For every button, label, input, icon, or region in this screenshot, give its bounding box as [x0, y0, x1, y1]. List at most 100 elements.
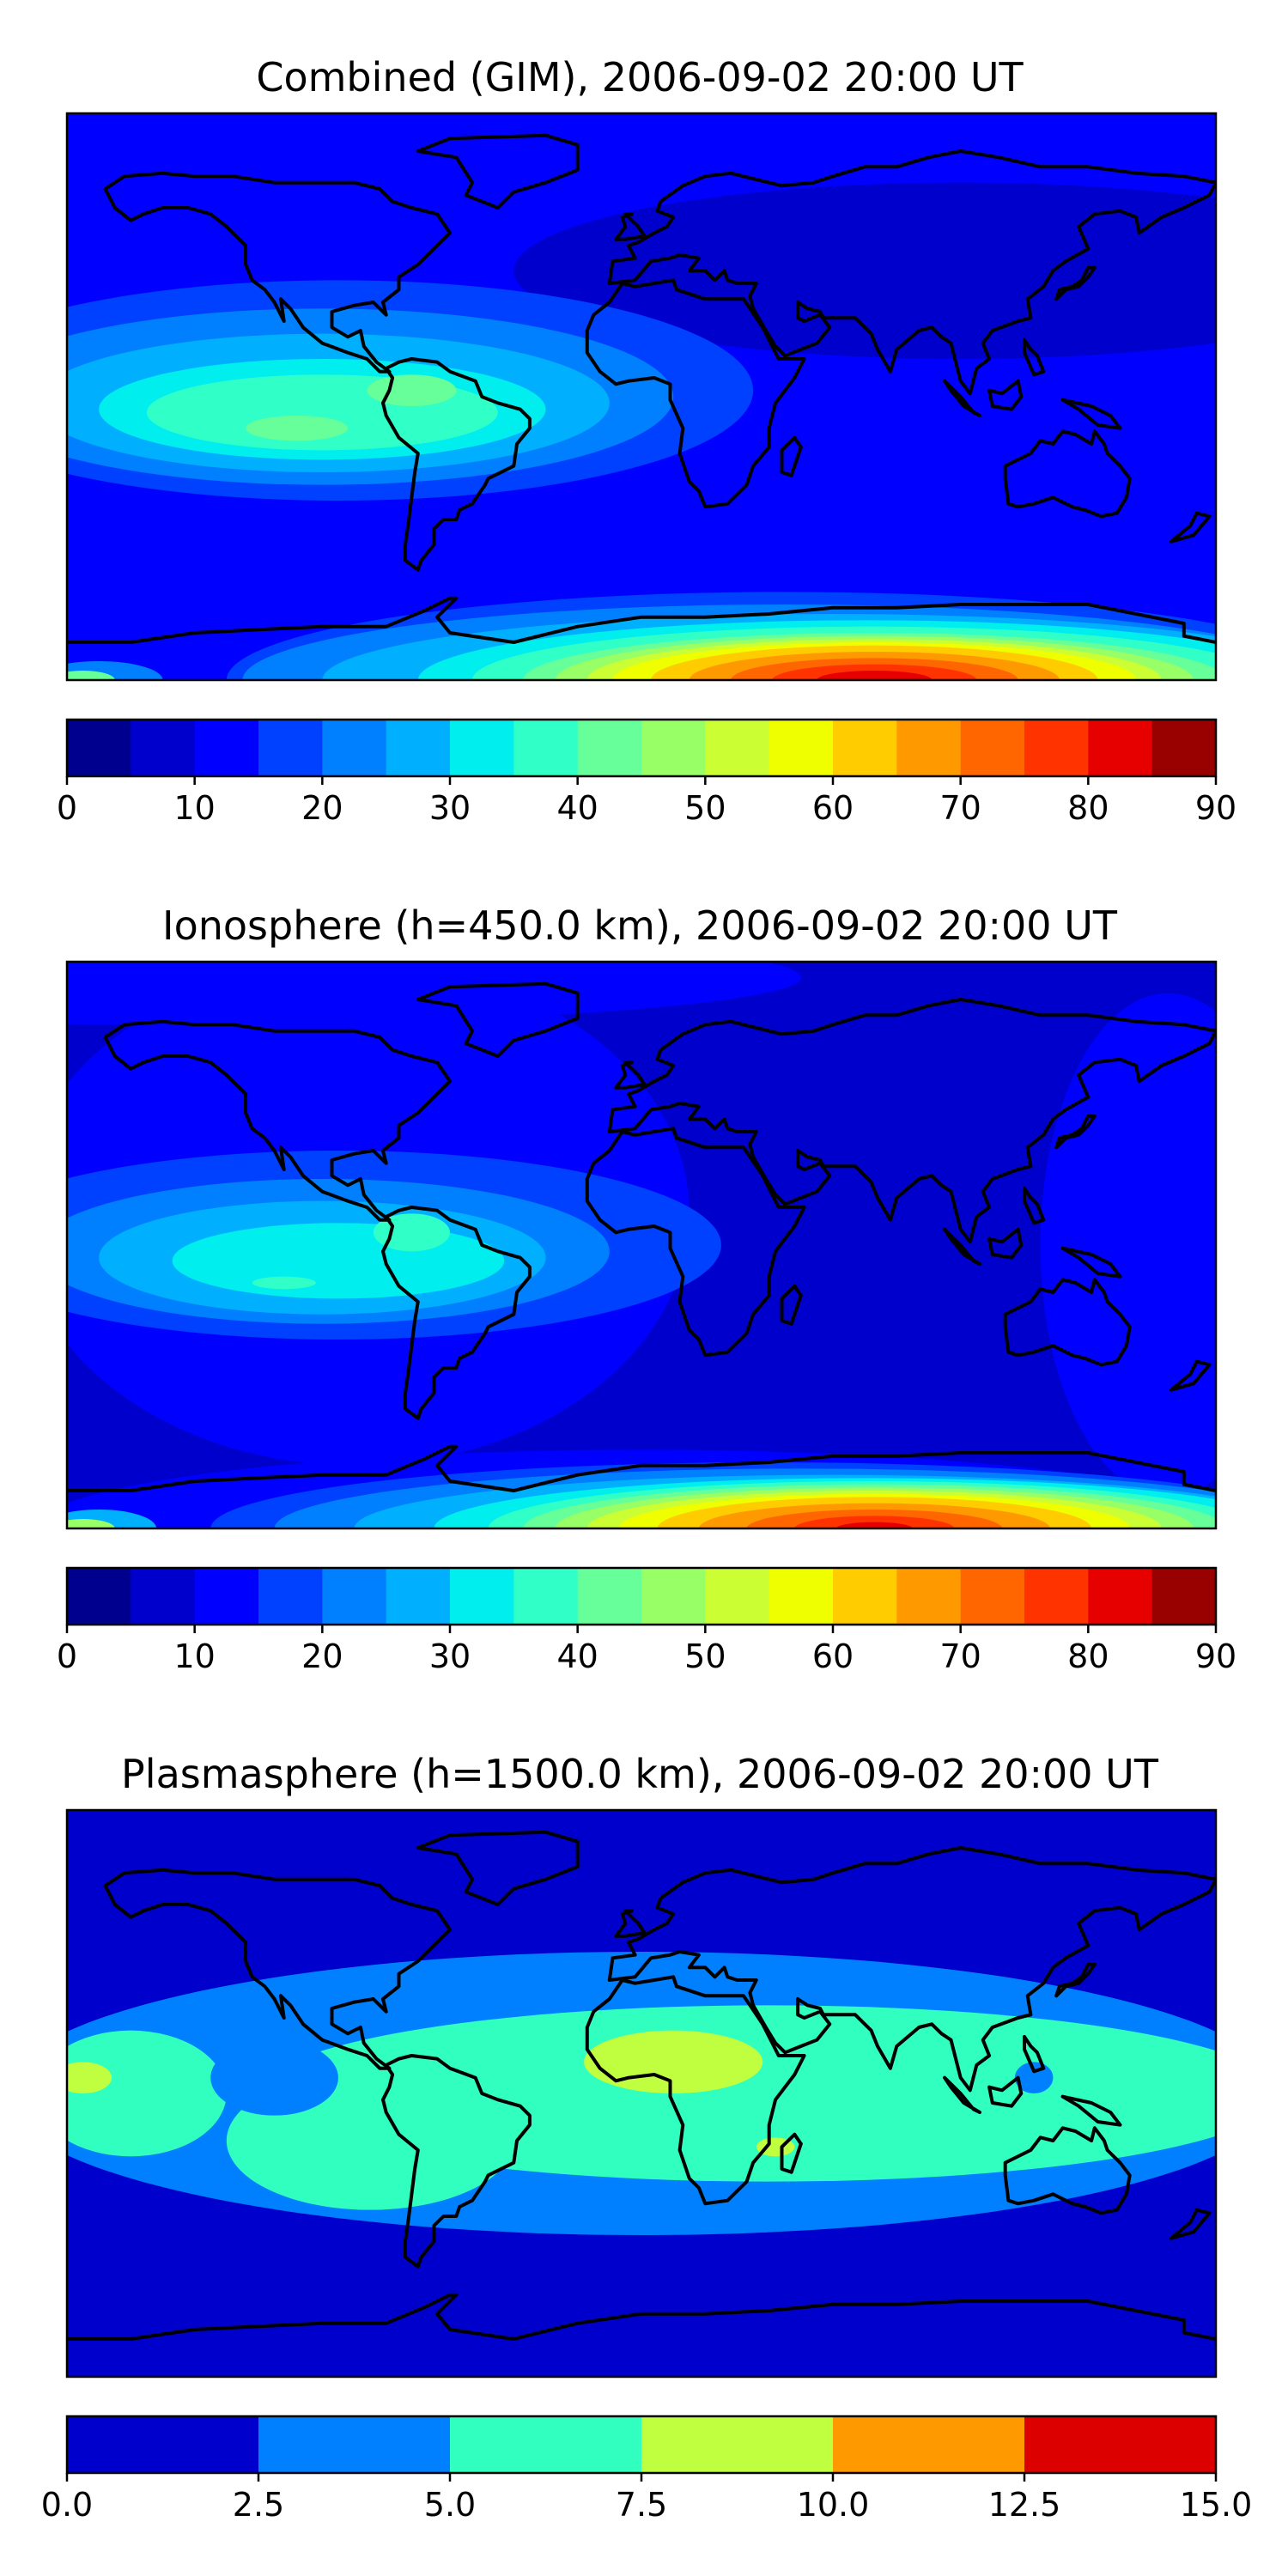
panel-ionosphere: Ionosphere (h=450.0 km), 2006-09-02 20:0… [57, 902, 1236, 1675]
colorbar-tick-label: 0 [57, 789, 77, 827]
coastline [1023, 2035, 1046, 2074]
coastline [943, 379, 981, 417]
colorbar-tick-label: 50 [684, 1637, 726, 1675]
coastline [780, 435, 803, 477]
colorbar-tick-label: 30 [429, 789, 471, 827]
coastline [381, 1206, 532, 1420]
colorbar-segment [1024, 1568, 1089, 1625]
coastline [1170, 2208, 1212, 2240]
coastline [67, 2293, 1216, 2341]
colorbar-segment [67, 2416, 259, 2473]
coastline [1003, 429, 1132, 519]
coastline [585, 1975, 806, 2206]
coastline [1060, 1246, 1122, 1279]
coastline [1054, 265, 1097, 301]
map-frame [65, 112, 1218, 682]
colorbar-segment [896, 1568, 962, 1625]
colorbar-segment [131, 720, 196, 776]
colorbar-tick-label: 40 [556, 789, 598, 827]
contour-region [67, 1519, 115, 1528]
coastline [1060, 398, 1122, 430]
coastline [103, 1868, 452, 2070]
coastline [416, 133, 580, 210]
colorbar-tick-label: 2.5 [233, 2486, 284, 2524]
colorbar-segment [577, 720, 642, 776]
colorbar: 0 10 20 30 40 50 60 70 80 90 [57, 718, 1236, 827]
panel-combined: Combined (GIM), 2006-09-02 20:00 UT 0 10 2… [57, 54, 1236, 827]
colorbar-segment [450, 2416, 642, 2473]
panel-plasmasphere: Plasmasphere (h=1500.0 km), 2006-09-02 2… [41, 1751, 1253, 2524]
colorbar-tick-label: 12.5 [988, 2486, 1061, 2524]
map-frame [65, 960, 1218, 1530]
colorbar-tick-label: 10 [173, 1637, 215, 1675]
colorbar-segment [194, 1568, 259, 1625]
colorbar-segment [769, 720, 834, 776]
contour-region [1040, 993, 1216, 1498]
contour-region [513, 182, 1216, 359]
coastline [780, 2132, 803, 2174]
colorbar-segment [1151, 1568, 1217, 1625]
colorbar-segment [641, 1568, 706, 1625]
coastline [103, 171, 452, 374]
colorbar-tick-label: 7.5 [616, 2486, 667, 2524]
coastlines [67, 981, 1216, 1492]
contour-region [210, 2039, 338, 2116]
coastlines [67, 133, 1216, 644]
colorbar-segment [1024, 2416, 1217, 2473]
colorbar-frame [65, 1566, 1218, 1626]
colorbar-segment [833, 1568, 897, 1625]
colorbar-tick-label: 90 [1195, 789, 1236, 827]
contour-region [584, 2030, 763, 2093]
colorbar-segment [769, 1568, 834, 1625]
colorbar-segment [641, 2416, 834, 2473]
colorbar-segment [67, 1568, 131, 1625]
coastline [585, 1127, 806, 1358]
coastline [381, 2054, 532, 2269]
contour-region [817, 671, 933, 680]
colorbar-segment [450, 720, 514, 776]
colorbar-segment [896, 720, 962, 776]
coastline [943, 2075, 981, 2114]
colorbar-tick-label: 70 [939, 789, 981, 827]
colorbar-segment [322, 1568, 387, 1625]
coastline [67, 596, 1216, 644]
coastline [780, 1284, 803, 1326]
panel-title: Ionosphere (h=450.0 km), 2006-09-02 20:0… [162, 902, 1118, 949]
coastline [1054, 1962, 1097, 1998]
colorbar-segment [577, 1568, 642, 1625]
coastline [614, 212, 647, 241]
colorbar-segment [705, 720, 770, 776]
coastlines [67, 1830, 1216, 2341]
contour-field [67, 113, 1216, 680]
colorbar-tick-label: 60 [812, 1637, 854, 1675]
coastline [1170, 1359, 1212, 1392]
colorbar-segment [67, 720, 131, 776]
coastline [1023, 1187, 1046, 1225]
colorbar-segment [833, 720, 897, 776]
colorbar-segment [1088, 720, 1153, 776]
coastline [67, 1444, 1216, 1492]
colorbar-segment [1151, 720, 1217, 776]
coastline [987, 2075, 1024, 2108]
coastline [1003, 1278, 1132, 1367]
colorbar-segment [513, 720, 579, 776]
contour-region [835, 1522, 913, 1528]
colorbar-tick-label: 10 [173, 789, 215, 827]
contour-region [172, 1223, 505, 1299]
colorbar-tick-label: 5.0 [424, 2486, 476, 2524]
colorbar-segment [641, 720, 706, 776]
contour-region [246, 416, 349, 441]
contour-field [67, 962, 1216, 1528]
coastline [607, 149, 1216, 396]
colorbar-tick-label: 15.0 [1180, 2486, 1253, 2524]
colorbar: 0 10 20 30 40 50 60 70 80 90 [57, 1566, 1236, 1675]
panel-title: Combined (GIM), 2006-09-02 20:00 UT [256, 54, 1024, 100]
colorbar-segment [1088, 1568, 1153, 1625]
colorbar-segment [386, 720, 451, 776]
colorbar-segment [960, 720, 1025, 776]
colorbar-tick-label: 80 [1067, 1637, 1109, 1675]
colorbar-segment [833, 2416, 1025, 2473]
coastline [1170, 511, 1212, 544]
coastline [416, 1830, 580, 1906]
colorbar-segment [960, 1568, 1025, 1625]
